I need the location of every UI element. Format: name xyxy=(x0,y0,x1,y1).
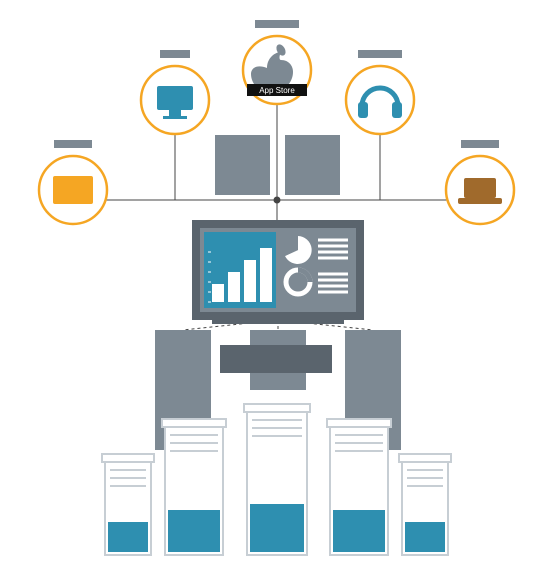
server-fill xyxy=(405,522,445,552)
dashboard xyxy=(192,220,364,324)
monitor-icon xyxy=(157,86,193,110)
server-4 xyxy=(399,454,451,555)
server-fill xyxy=(333,510,385,552)
plaque xyxy=(220,345,332,373)
server-fill xyxy=(168,510,220,552)
server-fill xyxy=(250,504,304,552)
laptop-icon xyxy=(464,178,496,198)
server-3 xyxy=(327,419,391,555)
server-0 xyxy=(102,454,154,555)
tablet-icon xyxy=(53,176,93,204)
server-2 xyxy=(244,404,310,555)
server-1 xyxy=(162,419,226,555)
architecture-diagram: App Store xyxy=(0,0,550,565)
server-fill xyxy=(108,522,148,552)
mid-block-1 xyxy=(285,135,340,195)
appstore-badge-label: App Store xyxy=(259,86,295,95)
mid-block-0 xyxy=(215,135,270,195)
